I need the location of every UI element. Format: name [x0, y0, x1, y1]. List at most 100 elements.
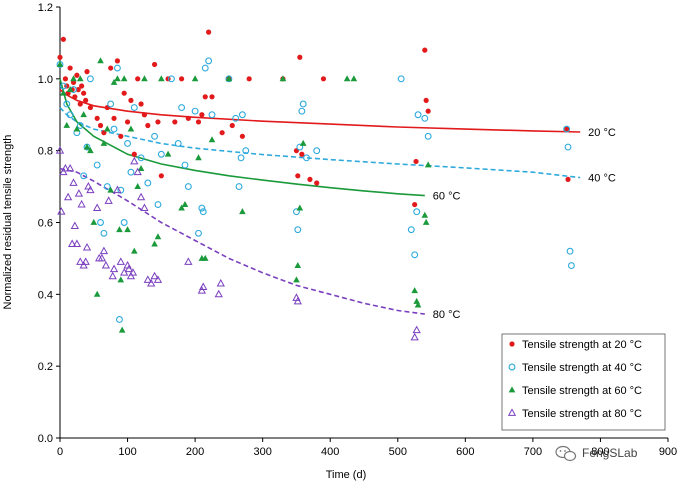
data-point-t80	[104, 196, 113, 204]
data-point-t40	[137, 154, 145, 162]
data-point-t40	[313, 147, 321, 155]
data-point-t20	[128, 97, 134, 103]
data-point-t40	[237, 154, 245, 162]
data-point-t60	[422, 218, 430, 225]
data-point-t40	[407, 226, 415, 234]
data-point-t40	[113, 64, 121, 72]
data-point-t40	[191, 107, 199, 115]
data-point-t20	[121, 90, 127, 96]
data-point-t20	[108, 65, 114, 71]
data-point-t80	[108, 271, 117, 280]
data-point-t60	[117, 276, 125, 283]
data-point-t40	[93, 161, 101, 169]
data-point-t40	[59, 82, 67, 90]
data-point-t80	[113, 185, 122, 194]
data-point-t40	[181, 161, 189, 169]
fit-curves	[59, 78, 581, 315]
data-point-t60	[350, 75, 358, 82]
data-point-t60	[131, 247, 138, 254]
x-tick-label: 200	[186, 446, 204, 458]
data-point-t80	[82, 243, 92, 251]
data-point-t20	[77, 101, 83, 107]
data-point-t20	[413, 158, 419, 165]
data-point-t60	[296, 204, 304, 211]
legend-item-t20: Tensile strength at 20 °C	[509, 339, 642, 351]
data-point-t40	[397, 75, 405, 83]
y-tick-label: 0.0	[38, 433, 53, 445]
fit-curve-t40	[59, 107, 581, 179]
data-point-t20	[565, 176, 571, 182]
data-point-t60	[293, 276, 300, 283]
x-tick-label: 400	[321, 446, 339, 458]
x-tick-label: 500	[389, 446, 407, 458]
data-point-t60	[90, 218, 98, 225]
data-point-t20	[423, 97, 429, 103]
data-point-t60	[97, 57, 104, 64]
data-point-t20	[239, 133, 245, 139]
data-point-t20	[179, 76, 185, 82]
data-point-t60	[127, 125, 135, 132]
data-point-t60	[63, 121, 71, 128]
data-point-t40	[151, 132, 159, 140]
data-point-t60	[195, 154, 202, 161]
y-tick-label: 0.6	[38, 218, 53, 230]
data-point-t20	[79, 83, 85, 89]
data-point-t40	[154, 201, 162, 208]
data-point-t40	[174, 140, 182, 147]
data-point-t40	[107, 100, 115, 108]
data-point-t60	[80, 111, 87, 118]
data-point-t60	[158, 75, 165, 82]
data-point-t20	[229, 122, 235, 129]
watermark-text: FengSLab	[582, 446, 638, 460]
data-point-t40	[205, 57, 213, 65]
x-tick-label: 600	[456, 446, 474, 458]
data-point-t60	[181, 200, 189, 207]
legend-marker-t40	[508, 363, 516, 371]
data-point-t80	[124, 264, 134, 273]
legend-marker-t80	[507, 408, 517, 416]
data-point-t20	[135, 76, 141, 82]
data-point-t80	[69, 178, 78, 186]
data-point-t60	[124, 226, 131, 233]
data-point-t20	[320, 76, 327, 82]
data-point-t40	[157, 150, 165, 158]
data-point-t80	[153, 275, 163, 283]
data-point-t80	[147, 278, 156, 287]
data-point-t40	[199, 208, 207, 216]
y-tick-label: 0.4	[38, 289, 53, 301]
data-point-t40	[242, 147, 250, 155]
data-point-t80	[70, 221, 80, 229]
data-point-t20	[202, 94, 208, 100]
data-point-t40	[414, 111, 422, 119]
data-point-t60	[110, 78, 118, 85]
data-point-t80	[199, 282, 208, 291]
data-point-t60	[70, 75, 77, 82]
data-point-t60	[60, 89, 67, 96]
data-point-t40	[178, 104, 186, 112]
data-point-t60	[100, 139, 108, 146]
data-point-t40	[130, 104, 138, 112]
data-point-t80	[63, 192, 73, 201]
x-tick-label: 900	[659, 446, 677, 458]
data-point-t40	[201, 64, 209, 72]
data-point-t20	[564, 126, 570, 132]
data-point-t20	[246, 76, 252, 82]
curve-label-t20: 20 °C	[588, 127, 616, 139]
fit-curve-t20	[59, 88, 581, 133]
data-point-t60	[83, 143, 91, 150]
data-point-t40	[296, 143, 304, 151]
data-point-t40	[127, 168, 135, 176]
legend-box	[501, 333, 666, 431]
curve-label-t60: 60 °C	[433, 191, 461, 203]
data-point-t60	[239, 208, 246, 215]
data-point-t40	[76, 122, 84, 129]
x-tick-label: 700	[524, 446, 542, 458]
data-point-t80	[410, 332, 419, 341]
data-point-t20	[145, 122, 151, 129]
data-point-t40	[421, 114, 429, 122]
data-point-t40	[303, 154, 311, 162]
data-point-t40	[411, 251, 419, 259]
data-point-t60	[424, 161, 432, 168]
data-point-t60	[164, 150, 172, 157]
legend: Tensile strength at 20 °C Tensile strengt…	[501, 333, 666, 431]
